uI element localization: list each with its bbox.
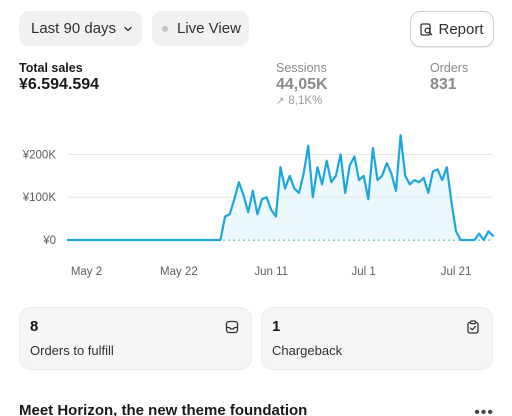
chargeback-card[interactable]: 1 Chargeback [261, 307, 493, 370]
sales-chart[interactable]: ¥0 ¥100K ¥200K May 2 May 22 Jun 11 Jul 1 Jul 21 [0, 125, 512, 285]
sessions-value: 44,05K [276, 76, 328, 93]
live-status-dot [162, 25, 168, 32]
date-range-label: Last 90 days [31, 20, 117, 37]
series-line [66, 134, 495, 242]
total-sales-metric[interactable]: Total sales ¥6.594.594 [19, 61, 99, 94]
arrow-up-right-icon: ↗ [276, 95, 285, 107]
live-view-button[interactable]: Live View [152, 11, 249, 46]
x-tick-label: May 2 [71, 266, 102, 278]
orders-to-fulfill-card[interactable]: 8 Orders to fulfill [19, 307, 252, 370]
sessions-label: Sessions [276, 61, 327, 75]
x-tick-label: Jun 11 [254, 266, 288, 278]
chargeback-label: Chargeback [272, 343, 343, 358]
orders-to-fulfill-label: Orders to fulfill [30, 343, 114, 358]
chargeback-count: 1 [272, 318, 281, 335]
chevron-down-icon [124, 26, 132, 31]
series-area [68, 135, 493, 240]
y-tick-label: ¥200K [22, 149, 57, 161]
total-sales-label: Total sales [19, 61, 83, 75]
sessions-delta: ↗ 8,1K% [276, 95, 328, 107]
news-title[interactable]: Meet Horizon, the new theme foundation [19, 402, 308, 416]
total-sales-value: ¥6.594.594 [19, 76, 100, 93]
more-options-icon[interactable]: ••• [474, 404, 494, 416]
x-tick-label: Jul 1 [352, 266, 376, 278]
news-section: Meet Horizon, the new theme foundation •… [19, 402, 494, 416]
inbox-icon [225, 320, 239, 334]
clipboard-check-icon [467, 320, 479, 334]
report-button[interactable]: Report [410, 11, 494, 47]
report-label: Report [438, 20, 484, 38]
orders-value: 831 [430, 76, 457, 93]
orders-label: Orders [430, 61, 469, 75]
sessions-delta-value: 8,1K% [288, 95, 323, 107]
date-range-selector[interactable]: Last 90 days [19, 11, 142, 46]
toolbar: Last 90 days Live View Report [19, 11, 494, 47]
y-tick-label: ¥100K [22, 192, 57, 204]
orders-to-fulfill-count: 8 [30, 318, 39, 335]
report-search-icon [420, 22, 433, 36]
x-tick-label: May 22 [160, 266, 198, 278]
x-tick-label: Jul 21 [441, 266, 472, 278]
orders-metric[interactable]: Orders 831 [430, 61, 468, 94]
y-tick-label: ¥0 [42, 235, 56, 247]
sessions-metric[interactable]: Sessions 44,05K ↗ 8,1K% [276, 61, 328, 107]
live-view-label: Live View [177, 20, 241, 37]
